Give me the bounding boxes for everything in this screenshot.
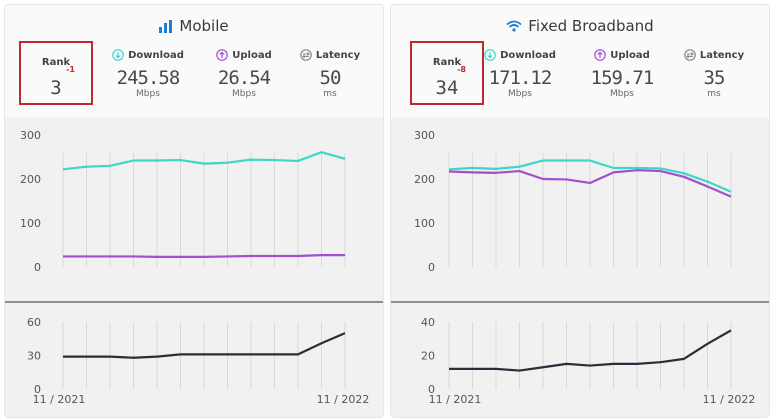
upload-unit: Mbps <box>232 89 256 99</box>
download-unit: Mbps <box>136 89 160 99</box>
latency-y-tick: 0 <box>428 383 435 396</box>
latency-y-tick: 60 <box>27 316 41 329</box>
rank-value: 3 <box>50 77 62 99</box>
mobile-panel: Mobile Rank -1 3 Download 245.58 Mbps Up… <box>4 4 384 418</box>
fixed-broadband-panel: Fixed Broadband Rank -8 34 Download 171.… <box>390 4 770 418</box>
latency-stat[interactable]: Latency 35 ms <box>669 49 759 99</box>
x-axis-label-end: 11 / 2022 <box>703 393 756 406</box>
download-stat[interactable]: Download 171.12 Mbps <box>475 49 565 99</box>
download-line <box>448 159 732 193</box>
speed-y-tick: 100 <box>20 217 41 230</box>
latency-unit: ms <box>707 89 721 99</box>
latency-y-tick: 20 <box>421 350 435 363</box>
latency-label: Latency <box>699 49 745 61</box>
chart-area: 300 200 100 0 60 30 0 11 / 2021 11 / 2022 <box>5 117 383 417</box>
signal-bars-icon <box>159 19 173 33</box>
latency-value: 50 <box>319 67 342 89</box>
rank-box[interactable]: Rank -8 34 <box>410 41 484 105</box>
latency-unit: ms <box>323 89 337 99</box>
download-value: 171.12 <box>488 67 553 89</box>
latency-y-tick: 30 <box>27 350 41 363</box>
download-unit: Mbps <box>508 89 532 99</box>
upload-line <box>63 254 345 258</box>
panel-title-text: Mobile <box>179 17 229 35</box>
rank-change: -1 <box>66 65 75 74</box>
upload-label: Upload <box>232 49 272 61</box>
x-axis-label-start: 11 / 2021 <box>429 393 482 406</box>
chart-area: 300 200 100 0 40 20 0 11 / 2021 11 / 2022 <box>391 117 769 417</box>
latency-y-tick: 0 <box>34 383 41 396</box>
download-value: 245.58 <box>116 67 181 89</box>
upload-label: Upload <box>610 49 650 61</box>
latency-label: Latency <box>315 49 361 61</box>
speed-y-tick: 100 <box>414 217 435 230</box>
upload-unit: Mbps <box>610 89 634 99</box>
speed-y-tick: 200 <box>414 173 435 186</box>
latency-stat[interactable]: Latency 50 ms <box>285 49 375 99</box>
speed-y-tick: 300 <box>414 129 435 142</box>
x-axis-label-end: 11 / 2022 <box>317 393 370 406</box>
panel-title: Fixed Broadband <box>391 17 769 35</box>
panel-title: Mobile <box>5 17 383 35</box>
panel-title-text: Fixed Broadband <box>528 17 654 35</box>
download-stat[interactable]: Download 245.58 Mbps <box>103 49 193 99</box>
download-label: Download <box>500 49 556 61</box>
download-line <box>62 151 346 171</box>
latency-y-tick: 40 <box>421 316 435 329</box>
rank-value: 34 <box>435 77 459 99</box>
latency-icon <box>684 49 696 61</box>
upload-line <box>448 169 732 198</box>
speed-y-tick: 200 <box>20 173 41 186</box>
download-icon <box>484 49 496 61</box>
speed-y-tick: 300 <box>20 129 41 142</box>
rank-box[interactable]: Rank -1 3 <box>19 41 93 105</box>
wifi-icon <box>506 20 522 32</box>
upload-value: 26.54 <box>217 67 271 89</box>
upload-icon <box>594 49 607 61</box>
upload-value: 159.71 <box>590 67 655 89</box>
upload-stat[interactable]: Upload 159.71 Mbps <box>577 49 667 99</box>
latency-line <box>63 332 346 359</box>
upload-icon <box>216 49 229 61</box>
latency-value: 35 <box>703 67 726 89</box>
latency-line <box>449 329 732 372</box>
rank-change: -8 <box>457 65 466 74</box>
download-label: Download <box>128 49 184 61</box>
download-icon <box>112 49 124 61</box>
x-axis-label-start: 11 / 2021 <box>33 393 86 406</box>
rank-label: Rank <box>432 57 462 68</box>
upload-stat[interactable]: Upload 26.54 Mbps <box>199 49 289 99</box>
speed-y-tick: 0 <box>34 261 41 274</box>
rank-label: Rank <box>41 57 71 68</box>
speed-y-tick: 0 <box>428 261 435 274</box>
latency-icon <box>300 49 312 61</box>
